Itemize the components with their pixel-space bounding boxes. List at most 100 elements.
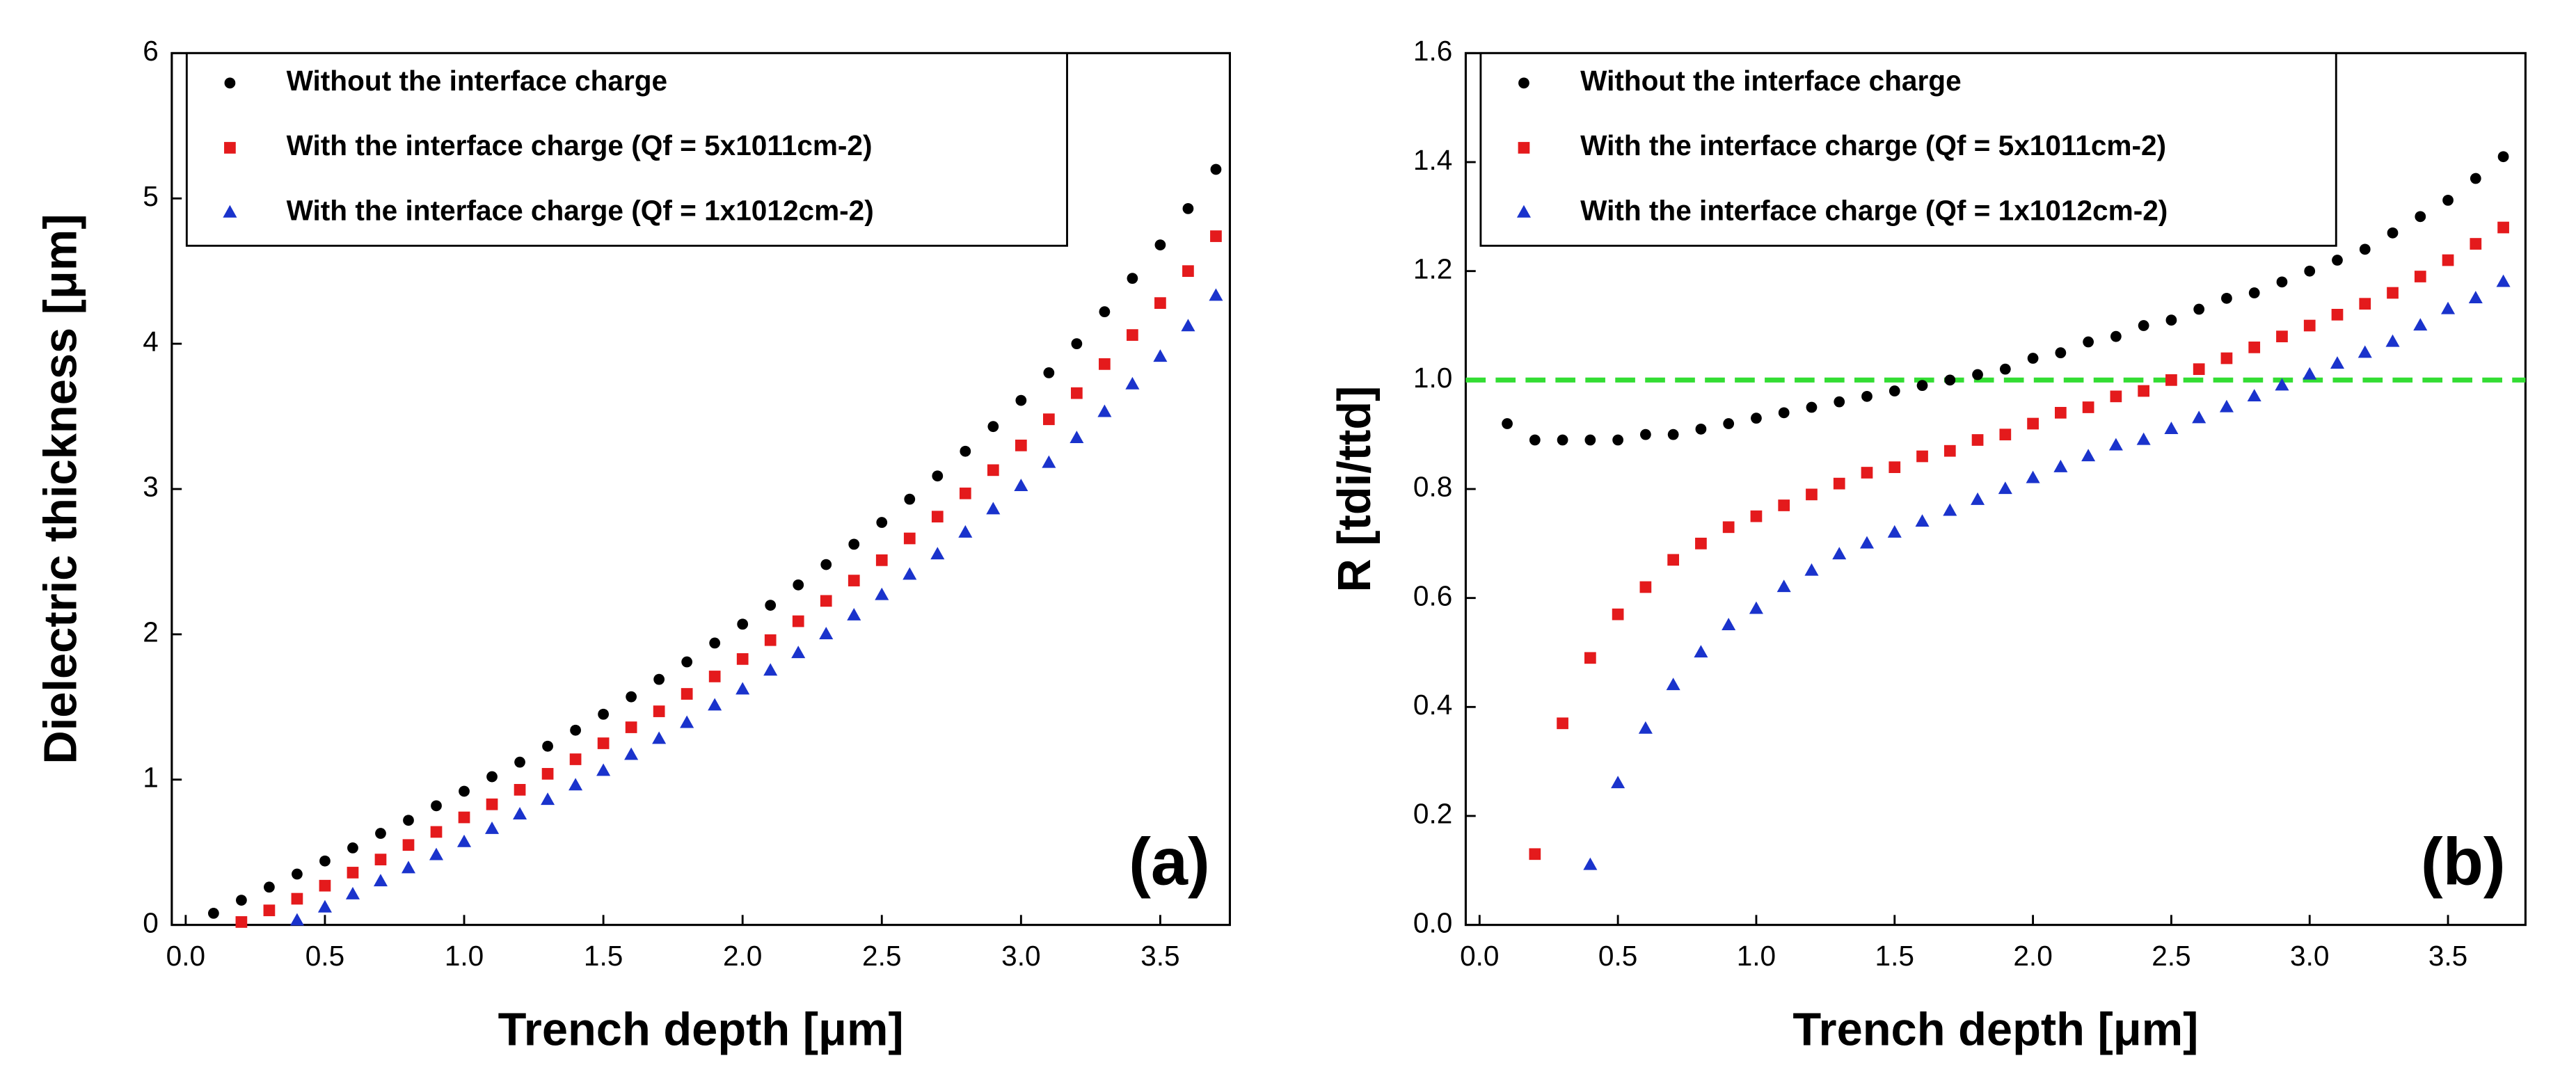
- point: [2304, 265, 2316, 277]
- point: [848, 538, 860, 550]
- point: [1611, 776, 1625, 789]
- y-tick-label: 0.8: [1413, 471, 1452, 503]
- point: [764, 634, 777, 646]
- point: [1099, 358, 1111, 370]
- point: [960, 445, 971, 457]
- point: [2054, 406, 2067, 419]
- point: [2496, 274, 2511, 287]
- point: [2497, 221, 2509, 234]
- point: [1695, 423, 1707, 435]
- point: [1584, 652, 1596, 664]
- point: [1861, 467, 1873, 479]
- point: [319, 879, 331, 892]
- point: [1916, 450, 1928, 463]
- point: [2303, 319, 2316, 332]
- point: [2082, 401, 2094, 413]
- point: [1834, 396, 1845, 408]
- point: [2138, 385, 2149, 397]
- point: [402, 839, 415, 851]
- point: [1127, 329, 1138, 341]
- point: [374, 854, 387, 865]
- point: [2413, 318, 2428, 331]
- point: [1806, 488, 1818, 501]
- point: [486, 771, 498, 783]
- point: [1722, 521, 1735, 534]
- point: [708, 671, 721, 682]
- point: [1667, 429, 1679, 440]
- point: [2248, 287, 2260, 298]
- point: [542, 740, 553, 752]
- y-tick-label: 1.0: [1413, 362, 1452, 394]
- point: [681, 656, 693, 668]
- point: [1887, 525, 1902, 538]
- point: [2331, 309, 2344, 321]
- point: [1999, 429, 2012, 441]
- panel-annotation: (b): [2421, 825, 2506, 899]
- point: [347, 867, 359, 879]
- point: [431, 800, 442, 812]
- point: [1070, 431, 1084, 444]
- point: [1999, 363, 2011, 375]
- point: [375, 828, 386, 839]
- panel-annotation: (a): [1129, 825, 1210, 899]
- y-tick-label: 1: [143, 761, 159, 793]
- point: [1529, 434, 1541, 446]
- legend-marker: [1516, 205, 1531, 218]
- point: [737, 618, 749, 630]
- point: [459, 785, 470, 797]
- point: [1943, 503, 1957, 516]
- x-axis-label: Trench depth [μm]: [1792, 1004, 2198, 1055]
- point: [1806, 401, 1818, 413]
- point: [1971, 492, 1985, 505]
- point: [903, 532, 916, 545]
- point: [959, 487, 971, 499]
- point: [1099, 306, 1111, 318]
- legend-marker: [223, 205, 237, 218]
- point: [317, 899, 332, 913]
- point: [2441, 301, 2456, 314]
- legend-marker: [224, 77, 236, 89]
- point: [514, 784, 526, 796]
- point: [2470, 173, 2481, 184]
- point: [2055, 347, 2067, 359]
- point: [1182, 265, 1194, 278]
- point: [1778, 407, 1790, 419]
- point: [847, 607, 861, 620]
- point: [1667, 554, 1680, 566]
- point: [2081, 449, 2096, 462]
- point: [2165, 374, 2177, 386]
- point: [2138, 320, 2149, 331]
- y-tick-label: 4: [143, 326, 159, 358]
- point: [1944, 374, 1956, 386]
- point: [986, 502, 1001, 515]
- point: [208, 908, 219, 919]
- point: [1097, 404, 1112, 417]
- point: [903, 567, 917, 580]
- point: [2415, 211, 2426, 223]
- point: [736, 653, 749, 665]
- point: [625, 721, 637, 733]
- point: [652, 731, 667, 744]
- point: [2275, 378, 2289, 391]
- point: [1043, 367, 1055, 378]
- legend-label: With the interface charge (Qf = 1x1012cm…: [1580, 194, 2168, 226]
- point: [1127, 273, 1138, 285]
- point: [569, 753, 582, 765]
- point: [2387, 287, 2399, 299]
- point: [263, 904, 276, 917]
- y-tick-label: 5: [143, 180, 159, 212]
- point: [931, 511, 944, 523]
- point: [1154, 239, 1166, 250]
- point: [1042, 455, 1056, 468]
- point: [1972, 369, 1983, 381]
- point: [930, 547, 945, 560]
- point: [793, 579, 804, 591]
- legend-marker: [1518, 77, 1529, 89]
- y-tick-label: 0.0: [1413, 906, 1452, 938]
- point: [2110, 390, 2122, 403]
- point: [2332, 255, 2343, 266]
- point: [347, 842, 358, 854]
- legend-box: [185, 51, 1068, 247]
- point: [430, 826, 443, 838]
- x-tick-label: 3.0: [2290, 940, 2329, 972]
